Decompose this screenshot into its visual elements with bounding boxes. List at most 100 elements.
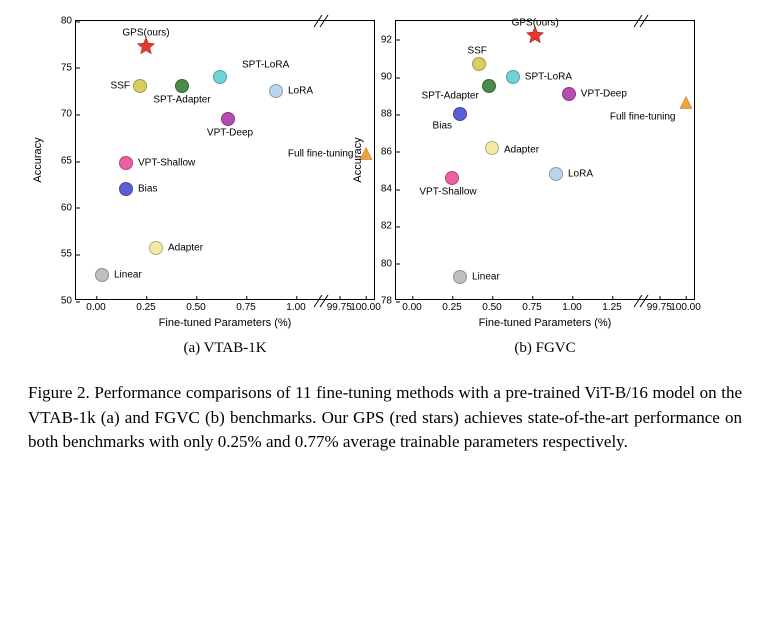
- xtick: 0.00: [402, 299, 421, 313]
- xtick: 0.50: [482, 299, 501, 313]
- data-point: [453, 107, 467, 121]
- data-point: [119, 182, 133, 196]
- ytick: 88: [381, 109, 396, 120]
- marker-circle-icon: [269, 84, 283, 98]
- marker-circle-icon: [175, 79, 189, 93]
- data-point: [485, 141, 499, 155]
- caption-text: Performance comparisons of 11 fine-tunin…: [28, 383, 742, 451]
- marker-triangle-icon: [679, 96, 693, 110]
- data-point: [482, 79, 496, 93]
- xtick: 99.75: [327, 299, 352, 313]
- ytick: 82: [381, 221, 396, 232]
- point-label: SSF: [111, 81, 130, 92]
- marker-circle-icon: [482, 79, 496, 93]
- point-label: VPT-Deep: [581, 88, 627, 99]
- data-point: [679, 96, 693, 115]
- figure-caption: Figure 2. Performance comparisons of 11 …: [20, 381, 750, 455]
- point-label: LoRA: [288, 86, 313, 97]
- marker-circle-icon: [149, 241, 163, 255]
- x-axis-label: Fine-tuned Parameters (%): [479, 317, 612, 329]
- marker-circle-icon: [485, 141, 499, 155]
- marker-circle-icon: [445, 171, 459, 185]
- ytick: 84: [381, 184, 396, 195]
- data-point: [137, 38, 155, 61]
- data-point: [445, 171, 459, 185]
- marker-circle-icon: [133, 79, 147, 93]
- ytick: 90: [381, 72, 396, 83]
- data-point: [175, 79, 189, 93]
- marker-circle-icon: [453, 270, 467, 284]
- point-label: Full fine-tuning: [288, 149, 354, 160]
- charts-row: 505560657075800.000.250.500.751.0099.751…: [20, 20, 750, 357]
- data-point: [549, 167, 563, 181]
- point-label: Bias: [433, 121, 452, 132]
- data-point: [95, 268, 109, 282]
- ytick: 92: [381, 34, 396, 45]
- xtick: 0.25: [136, 299, 155, 313]
- marker-circle-icon: [213, 70, 227, 84]
- data-point: [119, 156, 133, 170]
- data-point: [213, 70, 227, 84]
- point-label: Full fine-tuning: [610, 112, 676, 123]
- ytick: 80: [61, 16, 76, 27]
- data-point: [453, 270, 467, 284]
- ytick: 65: [61, 156, 76, 167]
- point-label: SPT-Adapter: [422, 91, 479, 102]
- xtick: 100.00: [670, 299, 701, 313]
- marker-circle-icon: [221, 112, 235, 126]
- point-label: SPT-LoRA: [525, 72, 572, 83]
- subcaption-fgvc: (b) FGVC: [514, 340, 575, 357]
- panel-vtab: 505560657075800.000.250.500.751.0099.751…: [75, 20, 375, 357]
- point-label: SPT-LoRA: [242, 60, 289, 71]
- marker-star-icon: [526, 26, 544, 44]
- marker-circle-icon: [506, 70, 520, 84]
- marker-circle-icon: [472, 57, 486, 71]
- ytick: 70: [61, 109, 76, 120]
- y-axis-label: Accuracy: [352, 137, 364, 182]
- data-point: [269, 84, 283, 98]
- data-point: [506, 70, 520, 84]
- xtick: 0.25: [442, 299, 461, 313]
- xtick: 1.00: [286, 299, 305, 313]
- point-label: GPS(ours): [122, 28, 169, 39]
- plot-area-vtab: 505560657075800.000.250.500.751.0099.751…: [75, 20, 375, 300]
- xtick: 99.75: [647, 299, 672, 313]
- marker-circle-icon: [119, 182, 133, 196]
- data-point: [221, 112, 235, 126]
- axis-break-icon: [632, 13, 656, 32]
- point-label: VPT-Shallow: [138, 157, 195, 168]
- plot-area-fgvc: 78808284868890920.000.250.500.751.001.25…: [395, 20, 695, 300]
- xtick: 0.00: [86, 299, 105, 313]
- point-label: Adapter: [504, 144, 539, 155]
- point-label: Linear: [472, 271, 500, 282]
- marker-circle-icon: [95, 268, 109, 282]
- xtick: 0.75: [236, 299, 255, 313]
- point-label: Linear: [114, 269, 142, 280]
- point-label: SPT-Adapter: [153, 95, 210, 106]
- data-point: [562, 87, 576, 101]
- y-axis-label: Accuracy: [32, 137, 44, 182]
- marker-star-icon: [137, 38, 155, 56]
- data-point: [526, 26, 544, 49]
- marker-circle-icon: [119, 156, 133, 170]
- point-label: VPT-Shallow: [419, 186, 476, 197]
- data-point: [472, 57, 486, 71]
- point-label: LoRA: [568, 169, 593, 180]
- ytick: 60: [61, 202, 76, 213]
- point-label: GPS(ours): [512, 17, 559, 28]
- marker-circle-icon: [549, 167, 563, 181]
- ytick: 75: [61, 62, 76, 73]
- marker-circle-icon: [453, 107, 467, 121]
- point-label: VPT-Deep: [207, 128, 253, 139]
- ytick: 50: [61, 296, 76, 307]
- ytick: 55: [61, 249, 76, 260]
- point-label: SSF: [467, 45, 486, 56]
- point-label: Bias: [138, 184, 157, 195]
- xtick: 0.50: [186, 299, 205, 313]
- point-label: Adapter: [168, 242, 203, 253]
- panel-fgvc: 78808284868890920.000.250.500.751.001.25…: [395, 20, 695, 357]
- caption-prefix: Figure 2.: [28, 383, 90, 402]
- subcaption-vtab: (a) VTAB-1K: [183, 340, 266, 357]
- ytick: 86: [381, 146, 396, 157]
- xtick: 100.00: [350, 299, 381, 313]
